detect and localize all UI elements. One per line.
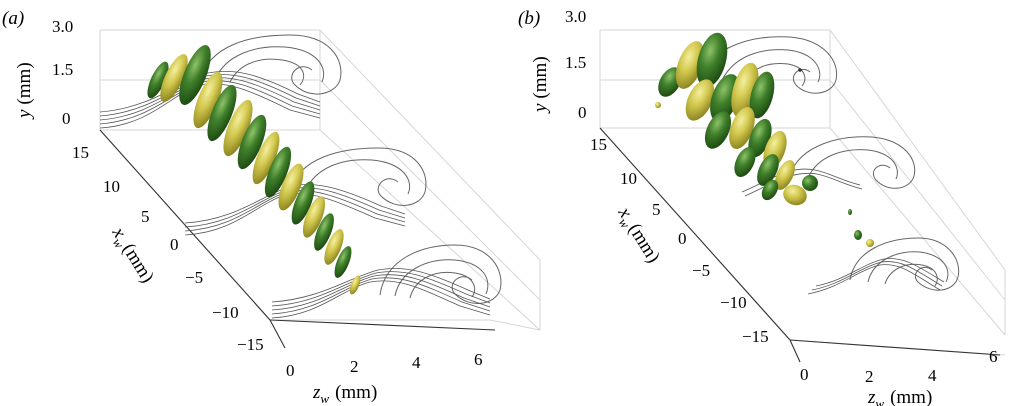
- panel-a-z-tick-0: 0: [286, 361, 295, 380]
- panel-b-y-tick-1-5: 1.5: [565, 53, 586, 72]
- panel-a-y-label: y(mm): [14, 62, 35, 120]
- vortex-green: [761, 179, 779, 201]
- panel-b-x-tick-m5: −5: [692, 261, 710, 280]
- panel-b: (b) 3.0 1.5 0 y(mm) 15 10 5 0 −5 −10 −15…: [518, 7, 1006, 406]
- vortex-yellow: [349, 275, 361, 295]
- panel-a-y-tick-0: 0: [62, 109, 71, 128]
- panel-b-contour-slices: [699, 36, 960, 295]
- vortex-yellow: [866, 239, 874, 247]
- panel-b-x-tick-5: 5: [652, 200, 661, 219]
- panel-b-y-tick-0: 0: [578, 103, 587, 122]
- vortex-green: [237, 114, 267, 170]
- panel-b-x-axis: 15 10 5 0 −5 −10 −15 xw(mm): [590, 127, 791, 346]
- panel-b-vortex-cluster: [655, 32, 874, 247]
- panel-a-y-tick-3: 3.0: [52, 17, 73, 36]
- panel-b-z-axis: 0 2 4 6 zw (mm): [789, 339, 1001, 406]
- panel-b-z-tick-6: 6: [989, 347, 998, 366]
- panel-b-x-tick-m15: −15: [742, 327, 769, 346]
- panel-a-x-label: xw(mm): [105, 223, 158, 289]
- vortex-yellow: [324, 229, 344, 265]
- vortex-yellow: [655, 102, 661, 108]
- panel-b-y-label: y(mm): [530, 56, 551, 114]
- panel-b-label: (b): [518, 8, 540, 29]
- panel-a-y-axis: 3.0 1.5 0 y(mm): [14, 17, 73, 128]
- panel-a-x-tick-m5: −5: [185, 268, 203, 287]
- vortex-green: [179, 45, 211, 105]
- vortex-green: [757, 154, 779, 186]
- vortex-green: [334, 246, 352, 278]
- vortex-green: [848, 209, 852, 215]
- vortex-green: [264, 146, 292, 198]
- panel-b-x-tick-10: 10: [620, 169, 637, 188]
- vortex-yellow: [729, 106, 755, 150]
- panel-a-z-label: zw (mm): [312, 382, 377, 406]
- panel-b-y-tick-3: 3.0: [565, 7, 586, 26]
- vortex-yellow: [223, 99, 253, 157]
- panel-b-z-tick-2: 2: [865, 367, 874, 386]
- panel-a: (a) 3.0 1.5 0 y(mm) 15 10 5 0 −5 −10 −15…: [2, 8, 541, 406]
- panel-a-x-tick-0: 0: [170, 235, 179, 254]
- panel-a-vortex-chain: [147, 45, 361, 295]
- vortex-green: [802, 175, 818, 191]
- panel-b-slice-bottom: [807, 237, 960, 295]
- panel-b-z-tick-0: 0: [800, 365, 809, 384]
- panel-a-x-tick-10: 10: [103, 177, 120, 196]
- vortex-yellow: [685, 79, 715, 121]
- panel-a-x-tick-m15: −15: [237, 335, 264, 354]
- vortex-yellow: [278, 163, 304, 211]
- panel-a-z-tick-6: 6: [474, 350, 483, 369]
- panel-a-z-tick-4: 4: [412, 353, 421, 372]
- panel-a-label: (a): [2, 8, 24, 29]
- panel-b-x-tick-15: 15: [590, 135, 607, 154]
- vortex-green: [704, 111, 732, 149]
- vortex-yellow: [160, 54, 188, 102]
- panel-a-y-tick-1-5: 1.5: [52, 60, 73, 79]
- panel-a-z-tick-2: 2: [350, 357, 359, 376]
- panel-b-z-label: zw (mm): [867, 387, 932, 406]
- vortex-green: [854, 230, 862, 240]
- vortex-yellow: [302, 196, 326, 238]
- vortex-green: [207, 84, 237, 142]
- vortex-yellow: [783, 184, 807, 206]
- panel-a-x-tick-5: 5: [141, 207, 150, 226]
- vortex-green: [749, 71, 775, 119]
- panel-a-x-tick-15: 15: [72, 143, 89, 162]
- panel-b-x-tick-0: 0: [678, 229, 687, 248]
- panel-b-z-tick-4: 4: [928, 366, 937, 385]
- panel-a-z-axis: 0 2 4 6 zw (mm): [269, 319, 496, 406]
- panel-b-y-axis: 3.0 1.5 0 y(mm): [530, 7, 587, 122]
- vortex-green: [696, 32, 728, 88]
- panel-a-x-tick-m10: −10: [212, 303, 239, 322]
- panel-a-slice-bottom: [271, 244, 502, 319]
- vortex-yellow: [775, 160, 795, 190]
- vortex-green: [734, 147, 756, 177]
- vortex-yellow: [193, 71, 223, 129]
- vortex-yellow: [675, 41, 705, 89]
- vortex-green: [147, 61, 169, 99]
- vortex-green: [291, 181, 315, 225]
- vortex-green: [314, 213, 334, 251]
- panel-b-x-tick-m10: −10: [720, 293, 747, 312]
- vortex-yellow: [252, 131, 280, 185]
